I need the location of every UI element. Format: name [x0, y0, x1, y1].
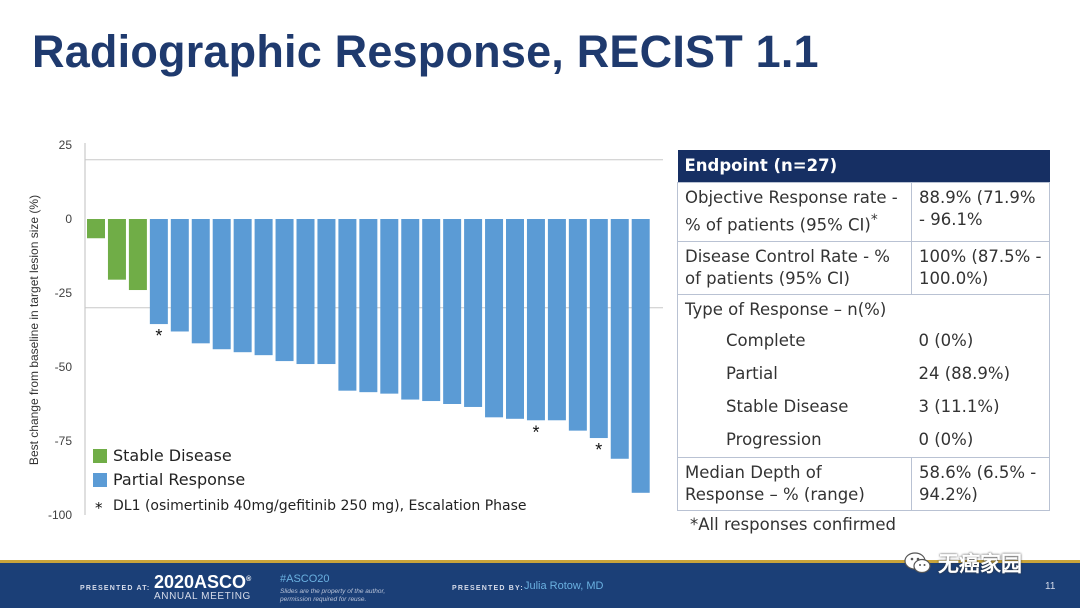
table-row-orr: Objective Response rate - % of patients … [677, 182, 1050, 242]
presented-by-label: PRESENTED BY: [452, 585, 524, 592]
mdr-label: Median Depth of Response – % (range) [677, 456, 912, 511]
y-tick-label: -75 [55, 434, 73, 448]
bar [170, 219, 189, 332]
waterfall-chart: 25 0 -25 -50 -75 -100 Best change from baselin… [27, 138, 663, 522]
y-axis-title: Best change from baseline in target lesi… [27, 195, 41, 465]
bar [443, 219, 462, 404]
mdr-value: 58.6% (6.5% - 94.2%) [911, 456, 1050, 511]
presenter-name: Julia Rotow, MD [524, 580, 604, 592]
legend-swatch [93, 449, 107, 463]
response-type-label: Stable Disease [677, 390, 912, 424]
watermark: 无癌家园 [904, 548, 1022, 578]
bar [191, 219, 210, 344]
asco-logo: 2020ASCO® [154, 572, 251, 593]
response-type-label: Partial [677, 357, 912, 391]
footer-bar: PRESENTED AT: 2020ASCO® ANNUAL MEETING #… [0, 560, 1080, 608]
bar [422, 219, 441, 402]
bar [526, 219, 545, 421]
bar [338, 219, 357, 391]
response-type-value: 3 (11.1%) [911, 390, 1050, 424]
asco-subtitle: ANNUAL MEETING [154, 591, 251, 602]
orr-label-cell: Objective Response rate - % of patients … [677, 182, 912, 242]
y-tick-label: -50 [55, 360, 73, 374]
orr-label: Objective Response rate - % of patients … [685, 188, 898, 235]
table-row-mdr: Median Depth of Response – % (range) 58.… [677, 456, 1050, 511]
response-type-label: Progression [677, 423, 912, 458]
table-row-dcr: Disease Control Rate - % of patients (95… [677, 240, 1050, 295]
legend-label: Partial Response [113, 470, 245, 489]
table-header-row: Endpoint (n=27) [677, 150, 1050, 183]
bar [212, 219, 231, 350]
bar [317, 219, 336, 365]
slide-title: Radiographic Response, RECIST 1.1 [32, 26, 819, 77]
bar [254, 219, 273, 356]
registered-mark: ® [246, 576, 252, 583]
bar [610, 219, 629, 459]
bar [485, 219, 504, 418]
bar [506, 219, 524, 419]
bar [568, 219, 587, 431]
asco-logo-text: 2020ASCO [154, 572, 247, 592]
response-type-value: 0 (0%) [911, 324, 1050, 358]
y-tick-label: 0 [65, 212, 72, 226]
table-row-type: Type of Response – n(%) [677, 293, 1050, 325]
hashtag: #ASCO20 [280, 573, 330, 585]
bar [631, 219, 650, 493]
table-row-progression: Progression 0 (0%) [677, 423, 1050, 458]
legend-label: Stable Disease [113, 446, 232, 465]
table-header: Endpoint (n=27) [677, 150, 1050, 183]
fine-print: Slides are the property of the author, p… [280, 588, 386, 603]
responses-note: *All responses confirmed [690, 515, 896, 534]
table-row-stable: Stable Disease 3 (11.1%) [677, 390, 1050, 424]
bar [547, 219, 566, 421]
table-row-complete: Complete 0 (0%) [677, 324, 1050, 358]
bar [359, 219, 378, 393]
bar [296, 219, 315, 365]
response-type-label: Complete [677, 324, 912, 358]
bar [149, 219, 168, 325]
orr-footnote-mark: * [870, 212, 878, 228]
legend-swatch [93, 473, 107, 487]
orr-value: 88.9% (71.9% - 96.1% [911, 182, 1050, 242]
chart-footnote: DL1 (osimertinib 40mg/gefitinib 250 mg),… [113, 498, 527, 514]
bar-star-marker: * [155, 326, 162, 346]
bar [401, 219, 420, 400]
bar [275, 219, 294, 362]
page-number: 11 [1045, 581, 1056, 592]
bar [464, 219, 483, 407]
bar [380, 219, 399, 394]
bar [128, 219, 147, 291]
bar [87, 219, 105, 239]
y-tick-label: 25 [59, 138, 73, 152]
table-row-partial: Partial 24 (88.9%) [677, 357, 1050, 391]
bar-star-marker: * [595, 440, 602, 460]
response-type-value: 0 (0%) [911, 423, 1050, 458]
response-type-value: 24 (88.9%) [911, 357, 1050, 391]
bar [233, 219, 252, 353]
footnote-star: * [95, 499, 103, 517]
dcr-label: Disease Control Rate - % of patients (95… [677, 240, 912, 295]
type-label: Type of Response – n(%) [677, 293, 912, 325]
bar [589, 219, 608, 439]
y-tick-label: -100 [48, 508, 72, 522]
y-tick-label: -25 [55, 286, 73, 300]
bar-star-marker: * [532, 422, 539, 442]
endpoint-table: Endpoint (n=27) Objective Response rate … [677, 150, 1050, 511]
wechat-icon [904, 552, 931, 574]
watermark-text: 无癌家园 [938, 552, 1022, 576]
dcr-value: 100% (87.5% - 100.0%) [911, 240, 1050, 295]
presented-at-label: PRESENTED AT: [80, 585, 151, 592]
bar [107, 219, 126, 280]
